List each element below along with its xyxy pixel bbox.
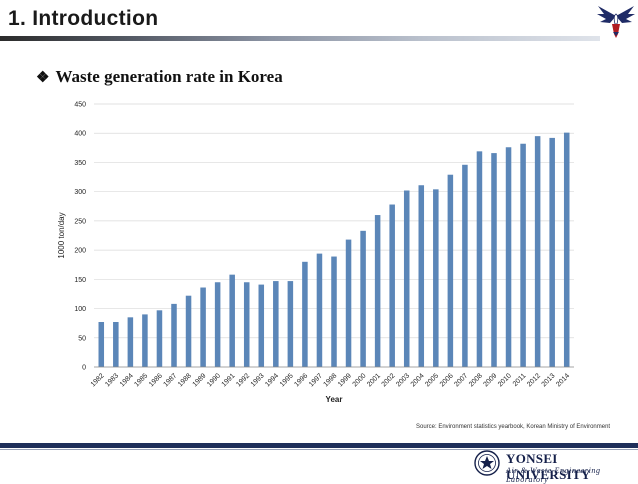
x-tick-label: 2013 <box>541 372 557 388</box>
y-tick-labels: 0 50 100 150 200 250 300 350 400 450 <box>74 102 86 372</box>
y-tick-label: 250 <box>74 218 86 225</box>
bar-1985 <box>142 314 148 367</box>
x-tick-label: 2002 <box>381 372 397 388</box>
y-tick-label: 0 <box>82 365 86 372</box>
chart-heading-text: Waste generation rate in Korea <box>55 67 283 86</box>
bars <box>98 132 570 367</box>
x-tick-label: 2007 <box>453 372 469 388</box>
title-band: 1. Introduction <box>0 0 638 44</box>
x-tick-label: 1993 <box>250 372 266 388</box>
bar-1994 <box>273 281 279 367</box>
bar-2012 <box>534 136 541 367</box>
x-tick-label: 2009 <box>482 372 498 388</box>
bar-2007 <box>462 164 468 367</box>
university-seal-icon <box>474 450 500 476</box>
title-underline <box>0 36 600 41</box>
bar-2000 <box>360 230 366 367</box>
bar-2003 <box>403 190 410 367</box>
x-tick-label: 2008 <box>468 372 484 388</box>
x-tick-label: 1990 <box>206 372 222 388</box>
bar-1986 <box>156 310 163 367</box>
y-tick-label: 150 <box>74 277 86 284</box>
x-tick-label: 1982 <box>90 372 106 388</box>
y-tick-label: 100 <box>74 306 86 313</box>
bar-1995 <box>287 281 294 367</box>
bar-1987 <box>171 303 177 367</box>
x-tick-label: 2014 <box>555 372 571 388</box>
x-tick-label: 1999 <box>337 372 353 388</box>
x-tick-label: 2010 <box>497 372 513 388</box>
university-name: YONSEI UNIVERSITY <box>506 451 591 482</box>
bar-2008 <box>476 151 483 367</box>
waste-bar-chart: 0 50 100 150 200 250 300 350 400 450 198219831984… <box>57 102 574 404</box>
bar-2004 <box>418 185 425 367</box>
x-tick-label: 1988 <box>177 372 193 388</box>
bar-1999 <box>345 239 352 367</box>
x-tick-label: 1985 <box>133 372 149 388</box>
slide-title: 1. Introduction <box>8 7 159 30</box>
x-axis-label: Year <box>326 395 343 404</box>
bar-1990 <box>214 282 221 367</box>
x-tick-label: 2012 <box>526 372 542 388</box>
bar-1997 <box>316 253 323 367</box>
x-tick-label: 1995 <box>279 372 295 388</box>
x-tick-label: 2006 <box>439 372 455 388</box>
x-tick-label: 1992 <box>235 372 251 388</box>
y-tick-label: 300 <box>74 189 86 196</box>
x-tick-label: 2005 <box>424 372 440 388</box>
x-tick-label: 2001 <box>366 372 382 388</box>
bullet-diamond-icon: ❖ <box>36 70 50 86</box>
y-tick-label: 50 <box>78 335 86 342</box>
bar-2011 <box>520 143 526 367</box>
y-tick-label: 400 <box>74 131 86 138</box>
bar-1991 <box>229 274 235 367</box>
footer-rule <box>0 443 638 448</box>
source-note: Source: Environment statistics yearbook,… <box>416 424 611 430</box>
eagle-icon <box>597 6 635 38</box>
bar-1988 <box>185 295 192 367</box>
bar-2013 <box>549 137 555 367</box>
x-tick-label: 1989 <box>192 372 208 388</box>
y-tick-label: 450 <box>74 102 86 109</box>
x-tick-label: 2004 <box>410 372 426 388</box>
bar-2006 <box>447 174 454 367</box>
y-tick-label: 350 <box>74 160 86 167</box>
x-tick-label: 1987 <box>162 372 178 388</box>
bar-1996 <box>302 261 308 367</box>
bar-2010 <box>505 147 512 367</box>
x-tick-label: 1986 <box>148 372 164 388</box>
bar-1982 <box>98 321 105 367</box>
x-tick-label: 1996 <box>293 372 309 388</box>
x-tick-label: 2003 <box>395 372 411 388</box>
x-tick-label: 2000 <box>352 372 368 388</box>
chart-heading: ❖ Waste generation rate in Korea <box>36 67 283 87</box>
lab-name: Air & Waste Engineering Laboratory <box>506 466 601 484</box>
bar-2009 <box>491 153 497 367</box>
x-tick-label: 2011 <box>512 372 528 388</box>
bar-1989 <box>200 287 206 367</box>
footer-rule-thin <box>0 449 638 450</box>
bar-2001 <box>374 215 381 367</box>
bar-1998 <box>331 256 337 367</box>
bar-1993 <box>258 284 265 367</box>
bar-2014 <box>563 132 570 367</box>
bar-2005 <box>433 189 439 367</box>
bar-1992 <box>243 282 250 367</box>
x-tick-label: 1998 <box>322 372 338 388</box>
x-tick-labels: 1982198319841985198619871988198919901991… <box>90 372 571 388</box>
x-tick-label: 1997 <box>308 372 324 388</box>
x-tick-label: 1991 <box>221 372 237 388</box>
y-axis-label: 1000 ton/day <box>57 212 66 258</box>
x-tick-label: 1984 <box>119 372 135 388</box>
bar-1983 <box>113 321 119 367</box>
x-tick-label: 1994 <box>264 372 280 388</box>
bar-1984 <box>127 317 134 367</box>
bar-2002 <box>389 204 395 367</box>
y-tick-label: 200 <box>74 248 86 255</box>
x-tick-label: 1983 <box>104 372 120 388</box>
